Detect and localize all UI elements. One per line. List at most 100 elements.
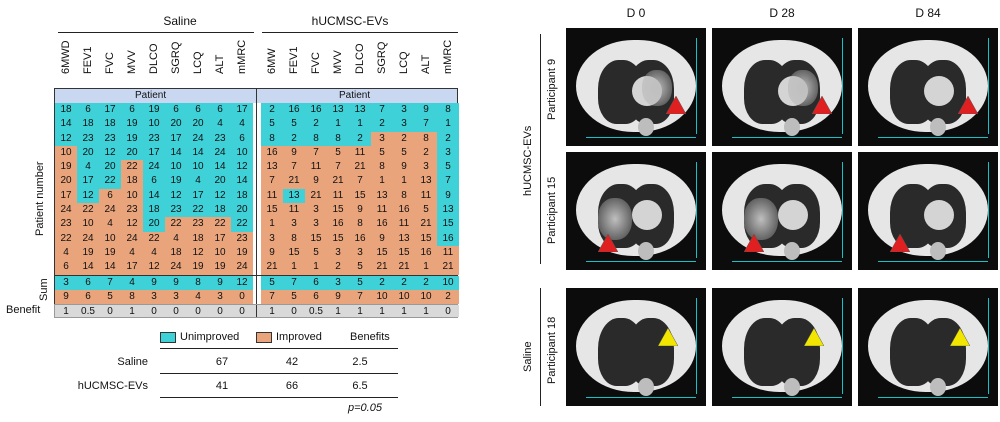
benefit-cell: 1	[327, 305, 349, 317]
evs-cell: 11	[415, 188, 437, 204]
saline-cell: 22	[143, 231, 165, 246]
group-divider	[256, 188, 257, 204]
sum-improved-cell: 7	[349, 290, 371, 304]
ruler-vertical	[842, 38, 848, 134]
ct-body-overlay	[868, 164, 988, 260]
sum-unimproved-cell: 4	[121, 276, 143, 290]
saline-cell: 22	[165, 217, 187, 232]
sum-improved-cell: 4	[187, 290, 209, 304]
patient-row: 10 20 12 20 17 14 14 24 10 16 9 7 5 11 5 5 2 3	[55, 145, 459, 161]
evs-group-label: hUCMSC-EVs	[522, 125, 534, 196]
evs-cell: 16	[327, 217, 349, 232]
spine	[638, 378, 654, 396]
saline-cell: 14	[231, 174, 253, 189]
benefit-label: Benefit	[6, 304, 41, 316]
evs-cell: 1	[437, 117, 459, 132]
ruler-vertical	[988, 162, 994, 258]
ct-scan-image	[712, 288, 852, 406]
evs-cell: 16	[283, 103, 305, 118]
saline-cell: 6	[121, 103, 143, 118]
saline-col-6mwd-text: 6MWD	[60, 40, 72, 74]
saline-cell: 22	[55, 231, 77, 246]
evs-cell: 16	[261, 145, 283, 161]
saline-cell: 17	[209, 231, 231, 246]
sum-unimproved-cell: 7	[99, 276, 121, 290]
benefit-cell: 0	[209, 305, 231, 317]
summary-row-evs-name: hUCMSC-EVs	[77, 380, 148, 392]
evs-cell: 8	[371, 160, 393, 175]
evs-col-fev1-text: FEV1	[288, 46, 300, 74]
evs-cell: 8	[349, 217, 371, 232]
evs-cell: 9	[349, 203, 371, 218]
evs-col-6mw: 6MW	[262, 38, 282, 86]
timepoint-d28: D 28	[769, 6, 795, 20]
ct-body-overlay	[722, 164, 842, 260]
saline-cell: 6	[231, 131, 253, 146]
saline-patient-label: Patient	[135, 90, 167, 101]
saline-col-alt-text: ALT	[214, 54, 226, 74]
evs-cell: 16	[437, 231, 459, 246]
sum-improved-cell: 10	[393, 290, 415, 304]
ruler-horizontal	[586, 137, 696, 142]
ruler-horizontal	[732, 397, 842, 402]
saline-cell: 18	[121, 174, 143, 189]
evs-cell: 16	[305, 103, 327, 118]
spine	[930, 242, 946, 260]
right-lung	[628, 318, 674, 386]
lesion-opacity	[642, 70, 672, 106]
saline-cell: 14	[143, 188, 165, 204]
evs-cell: 5	[349, 260, 371, 275]
lesion-arrow-icon	[812, 96, 832, 114]
saline-cell: 20	[55, 174, 77, 189]
evs-cell: 8	[327, 131, 349, 146]
saline-cell: 18	[209, 203, 231, 218]
ruler-vertical	[696, 298, 702, 394]
sum-improved-cell: 3	[209, 290, 231, 304]
saline-group-title: Saline	[163, 14, 197, 28]
evs-cell: 21	[261, 260, 283, 275]
patient-row: 14 18 18 19 10 20 20 4 4 5 5 2 1 1 2 3 7 1	[55, 117, 459, 132]
evs-cell: 3	[305, 203, 327, 218]
saline-col-fev1: FEV1	[78, 38, 98, 86]
ruler-horizontal	[732, 137, 842, 142]
saline-cell: 19	[99, 245, 121, 261]
timepoint-d84: D 84	[915, 6, 941, 20]
evs-cell: 7	[261, 174, 283, 189]
saline-cell: 23	[187, 217, 209, 232]
evs-cell: 7	[415, 117, 437, 132]
spine	[784, 118, 800, 136]
evs-cell: 21	[305, 188, 327, 204]
ct-scan-image	[858, 28, 998, 146]
saline-cell: 18	[99, 117, 121, 132]
evs-cell: 9	[415, 103, 437, 118]
group-divider	[256, 290, 257, 304]
ruler-horizontal	[586, 261, 696, 266]
saline-cell: 18	[55, 103, 77, 118]
unimproved-swatch	[160, 332, 176, 343]
evs-cell: 21	[349, 160, 371, 175]
saline-cell: 10	[143, 117, 165, 132]
lesion-arrow-icon	[666, 96, 686, 114]
saline-col-lcq-text: LCQ	[192, 51, 204, 74]
saline-cell: 4	[55, 245, 77, 261]
saline-cell: 23	[165, 203, 187, 218]
sum-label: Sum	[38, 278, 50, 301]
benefit-cell: 1	[393, 305, 415, 317]
ct-body-overlay	[868, 40, 988, 136]
evs-cell: 5	[415, 203, 437, 218]
benefit-cell: 1	[371, 305, 393, 317]
saline-cell: 20	[187, 117, 209, 132]
ruler-horizontal	[732, 261, 842, 266]
benefit-cell: 1	[349, 305, 371, 317]
heatmap-body: 18 6 17 6 19 6 6 6 17 2 16 16 13 13 7 3 9 8 14 18 18 19 10 20 20…	[55, 103, 459, 275]
sum-unimproved-row: 3 6 7 4 9 9 8 9 12 5 7 6 3 5 2 2 2 10	[55, 276, 459, 290]
ruler-vertical	[842, 298, 848, 394]
saline-cell: 23	[55, 217, 77, 232]
evs-cell: 1	[305, 260, 327, 275]
lesion-opacity	[598, 198, 632, 240]
saline-cell: 20	[209, 174, 231, 189]
sum-improved-cell: 0	[231, 290, 253, 304]
saline-cell: 10	[77, 217, 99, 232]
saline-cell: 22	[209, 217, 231, 232]
evs-col-fev1: FEV1	[284, 38, 304, 86]
